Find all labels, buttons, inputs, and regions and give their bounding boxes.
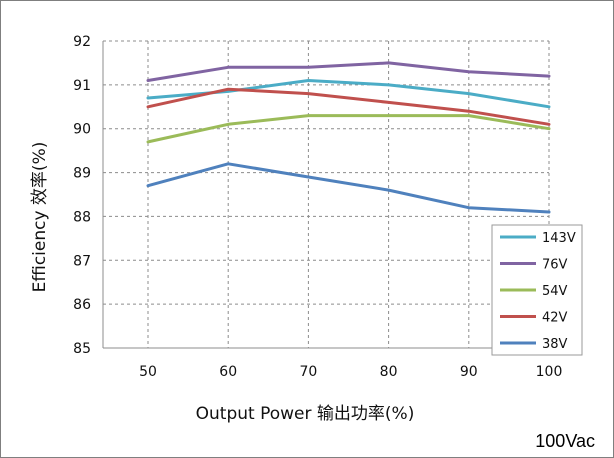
y-tick-label: 92 (73, 34, 91, 50)
legend-label: 42V (542, 311, 568, 326)
series-line-76V (146, 61, 551, 82)
x-tick-label: 100 (536, 364, 563, 380)
y-tick-label: 91 (73, 78, 91, 94)
legend-label: 76V (542, 258, 568, 273)
y-axis-title: Efficiency 效率(%) (30, 142, 50, 293)
series-lines (146, 61, 551, 214)
series-line-42V (146, 87, 551, 126)
axes (102, 41, 549, 349)
series-line-38V (146, 162, 551, 214)
y-tick-label: 85 (73, 341, 91, 357)
legend: 143V 76V 54V 42V 38V (491, 224, 583, 356)
y-tick-label: 87 (73, 253, 91, 269)
y-tick-label: 89 (73, 166, 91, 182)
y-tick-label: 88 (73, 209, 91, 225)
x-tick-label: 50 (139, 364, 157, 380)
x-tick-label: 70 (299, 364, 317, 380)
series-line-54V (146, 114, 551, 144)
x-tick-label: 80 (380, 364, 398, 380)
legend-label: 38V (542, 337, 568, 352)
legend-label: 143V (542, 231, 576, 246)
x-axis-title: Output Power 输出功率(%) (196, 404, 415, 424)
footnote: 100Vac (535, 431, 595, 451)
y-tick-label: 90 (73, 122, 91, 138)
y-tick-label: 86 (73, 297, 91, 313)
x-tick-label: 90 (460, 364, 478, 380)
x-tick-labels: 50 60 70 80 90 100 (139, 364, 562, 380)
legend-label: 54V (542, 284, 568, 299)
y-tick-labels: 85 86 87 88 89 90 91 92 (73, 34, 91, 357)
x-tick-label: 60 (219, 364, 237, 380)
grid-lines (103, 40, 550, 348)
